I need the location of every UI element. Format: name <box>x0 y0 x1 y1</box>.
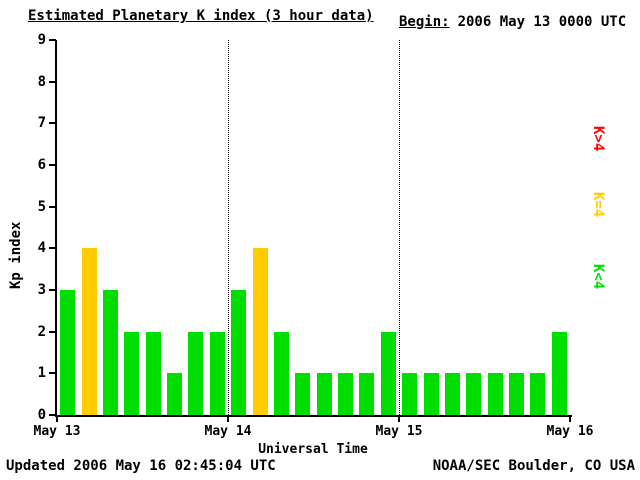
begin-value: 2006 May 13 0000 UTC <box>457 14 627 30</box>
kp-bar <box>402 373 418 415</box>
kp-bar <box>145 331 161 415</box>
kp-bar <box>167 373 183 415</box>
y-tick <box>49 205 56 208</box>
kp-bar <box>102 290 118 415</box>
y-tick-label: 4 <box>37 240 46 257</box>
legend-item: K=4 <box>590 192 606 218</box>
kp-bar <box>316 373 332 415</box>
legend-item: K>4 <box>590 126 606 152</box>
day-boundary-gridline <box>228 40 229 415</box>
y-tick-label: 9 <box>37 32 46 48</box>
y-tick <box>49 164 56 166</box>
kp-bar <box>81 248 97 415</box>
y-tick <box>49 289 56 291</box>
y-tick <box>49 372 56 375</box>
x-tick <box>227 417 229 422</box>
y-tick-label: 2 <box>37 323 46 340</box>
x-tick-label: May 14 <box>204 424 252 439</box>
y-tick <box>49 39 56 41</box>
kp-bar <box>380 331 396 415</box>
y-axis-line <box>55 40 57 417</box>
plot-area <box>57 40 570 415</box>
kp-bar <box>444 373 460 415</box>
y-tick <box>49 414 56 416</box>
begin-label: Begin: <box>399 14 450 30</box>
y-tick <box>49 80 56 83</box>
x-tick-label: May 15 <box>375 424 423 439</box>
kp-bar <box>295 373 311 415</box>
kp-bar <box>273 331 289 415</box>
kp-bar <box>359 373 375 415</box>
y-tick-label: 6 <box>37 157 46 173</box>
y-tick-label: 8 <box>37 73 46 90</box>
x-tick <box>569 417 571 422</box>
kp-bar <box>231 290 247 415</box>
kp-bar <box>60 290 76 415</box>
kp-bar <box>423 373 439 415</box>
kp-bar <box>530 373 546 415</box>
kp-bar <box>188 331 204 415</box>
y-tick <box>49 247 56 250</box>
x-tick-label: May 16 <box>546 424 594 439</box>
kp-bar <box>252 248 268 415</box>
y-tick-label: 5 <box>37 198 46 215</box>
y-tick <box>49 122 56 125</box>
updated-timestamp: Updated 2006 May 16 02:45:04 UTC <box>6 458 276 474</box>
kp-bar <box>551 331 567 415</box>
x-tick-label: May 13 <box>33 424 81 439</box>
kp-bar <box>124 331 140 415</box>
y-tick-label: 0 <box>37 407 46 423</box>
kp-bar <box>487 373 503 415</box>
day-boundary-gridline <box>399 40 400 415</box>
y-tick-label: 1 <box>37 365 46 382</box>
kp-bar <box>338 373 354 415</box>
y-tick-label: 7 <box>37 115 46 132</box>
y-tick-label: 3 <box>37 282 46 298</box>
begin-timestamp: Begin: 2006 May 13 0000 UTC <box>399 14 626 30</box>
y-axis-title: Kp index <box>8 221 24 289</box>
x-axis-title: Universal Time <box>258 442 368 457</box>
chart-title: Estimated Planetary K index (3 hour data… <box>28 8 374 24</box>
credit: NOAA/SEC Boulder, CO USA <box>432 458 635 474</box>
kp-bar <box>466 373 482 415</box>
x-tick <box>56 417 58 422</box>
legend-item: K<4 <box>590 264 606 290</box>
y-tick <box>49 330 56 333</box>
kp-bar <box>209 331 225 415</box>
x-tick <box>398 417 400 422</box>
kp-bar <box>509 373 525 415</box>
x-axis-line <box>55 415 572 417</box>
